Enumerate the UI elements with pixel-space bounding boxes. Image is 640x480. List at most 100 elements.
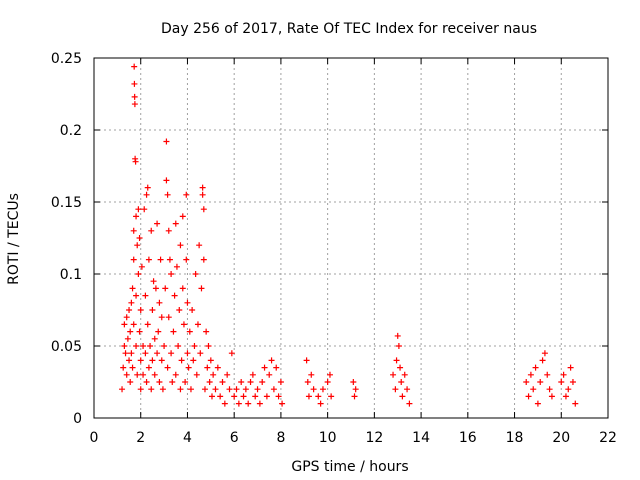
data-point [273, 364, 280, 371]
data-point [140, 371, 147, 378]
data-point [133, 213, 140, 220]
data-point [394, 332, 401, 339]
data-point [134, 242, 141, 249]
data-point [560, 371, 567, 378]
tick-labels: 0 2 4 6 8 10 12 14 16 18 20 22 0 0.05 0.1 0.15 0.2 0.25 [51, 51, 617, 446]
data-point [135, 271, 142, 277]
data-point [163, 177, 170, 184]
data-point [144, 321, 151, 328]
data-point [254, 386, 261, 393]
data-point [210, 371, 217, 378]
x-tick-label: 22 [599, 430, 617, 446]
data-point [562, 393, 569, 400]
data-point [166, 256, 173, 263]
data-point [567, 364, 574, 371]
y-tick-label: 0.1 [60, 267, 82, 283]
x-tick-label: 16 [459, 430, 477, 446]
x-tick-label: 10 [319, 430, 337, 446]
data-point [184, 299, 191, 306]
y-tick-label: 0 [73, 411, 82, 427]
data-point [212, 386, 219, 393]
data-point [206, 379, 213, 385]
x-tick-label: 4 [183, 430, 192, 446]
data-point [179, 213, 186, 220]
data-point [183, 191, 190, 198]
data-point [219, 379, 226, 385]
x-tick-label: 8 [276, 430, 285, 446]
data-point [129, 285, 136, 292]
data-point [304, 379, 311, 385]
data-point [185, 364, 192, 371]
data-point [140, 343, 147, 349]
data-point [207, 357, 214, 364]
data-point [149, 307, 156, 313]
data-point [164, 191, 171, 198]
data-point [133, 343, 140, 349]
data-point [525, 393, 532, 400]
data-point [238, 379, 245, 385]
x-tick-label: 14 [412, 430, 430, 446]
data-point [319, 386, 326, 393]
data-point [176, 307, 183, 313]
data-point [134, 371, 141, 378]
data-point [152, 285, 159, 292]
data-point [399, 393, 406, 400]
data-point [395, 343, 402, 349]
data-point [259, 379, 266, 385]
data-point [186, 328, 193, 335]
data-point [184, 350, 191, 357]
data-point [123, 371, 130, 378]
data-point [231, 393, 238, 400]
data-point [124, 335, 131, 342]
data-point [122, 350, 129, 357]
data-point [168, 271, 175, 277]
y-tick-label: 0.15 [51, 195, 82, 211]
data-point [537, 379, 544, 385]
data-point [180, 321, 187, 328]
data-point [203, 328, 210, 335]
data-point [558, 379, 565, 385]
data-point [175, 343, 182, 349]
data-point [392, 386, 399, 393]
data-point [158, 357, 165, 364]
data-point [142, 292, 149, 299]
data-point [159, 386, 166, 393]
data-point [131, 63, 138, 70]
data-point [173, 263, 180, 270]
x-tick-label: 12 [365, 430, 383, 446]
data-point [121, 343, 128, 349]
data-point [165, 314, 172, 321]
data-point [315, 393, 322, 400]
data-point [126, 357, 133, 364]
data-point [214, 364, 221, 371]
data-point [177, 386, 184, 393]
data-point [187, 386, 194, 393]
data-point [217, 393, 224, 400]
data-point [151, 371, 158, 378]
data-point [193, 371, 200, 378]
data-point [404, 386, 411, 393]
data-point [156, 299, 163, 306]
data-point [191, 343, 198, 349]
data-point [548, 393, 555, 400]
data-point [565, 386, 572, 393]
data-point [390, 371, 397, 378]
data-point [204, 364, 211, 371]
data-point [224, 371, 231, 378]
data-point [242, 386, 249, 393]
data-point [541, 350, 548, 357]
data-point [156, 379, 163, 385]
data-point [130, 256, 137, 263]
x-tick-label: 18 [506, 430, 524, 446]
data-point [172, 371, 179, 378]
data-point [310, 386, 317, 393]
data-point [128, 299, 135, 306]
data-point [249, 371, 256, 378]
data-point [145, 364, 152, 371]
data-point [199, 191, 206, 198]
data-point [154, 220, 161, 227]
data-point [189, 307, 196, 313]
data-point [119, 386, 126, 393]
data-point [163, 138, 170, 145]
data-point [131, 93, 138, 100]
